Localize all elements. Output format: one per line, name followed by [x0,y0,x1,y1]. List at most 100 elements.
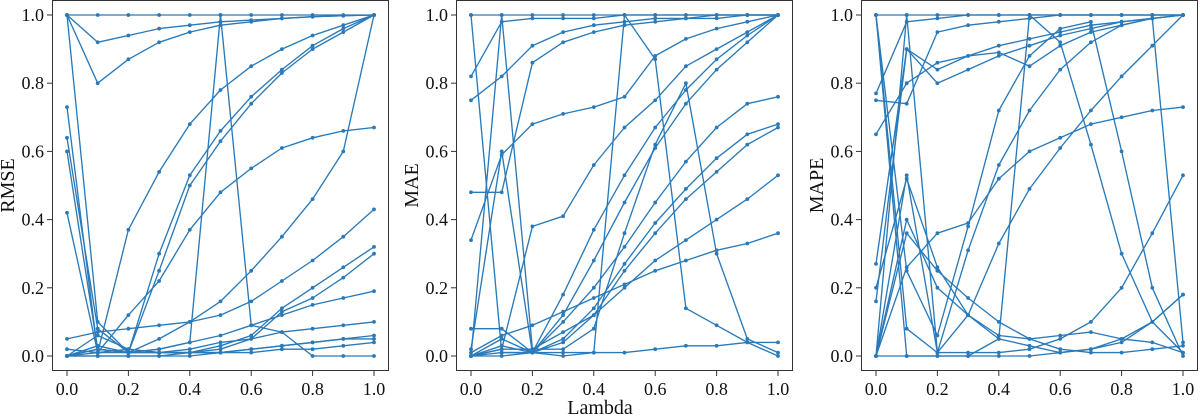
data-point [280,347,284,352]
data-point [561,340,565,345]
series-line [875,106,1184,357]
data-point [469,238,473,243]
data-point [187,340,192,345]
data-point [280,234,284,239]
data-point [714,217,719,222]
panel-mape: MAPE 0.0 0.2 0.4 0.6 0.8 1.0 0.0 0.2 0.4 0.6 0.8 1.0 [806,0,1198,399]
data-point [966,313,970,317]
data-point [996,163,1001,167]
data-point [218,299,223,304]
y-tick-label: 0.6 [22,141,45,161]
data-point [187,30,192,34]
data-point [776,13,780,17]
data-point [714,156,719,161]
data-point [249,299,254,304]
data-point [372,245,376,249]
data-point [530,122,535,126]
x-tick-label: 0.8 [1110,379,1133,399]
data-point [745,132,750,137]
data-point [745,33,750,38]
data-point [372,333,376,338]
data-point [1027,343,1032,348]
data-point [1119,13,1124,17]
plot-frame [861,0,1198,371]
data-point [653,221,658,225]
y-tick-label: 1.0 [426,5,449,25]
data-point [469,74,473,79]
data-point [126,326,131,331]
data-point [157,268,162,273]
data-point [280,330,284,334]
data-point [1150,231,1155,236]
data-point [935,16,940,21]
data-point [341,23,346,28]
data-point [95,320,100,324]
data-point [310,197,315,202]
data-point [996,350,1001,355]
series-line [470,96,779,357]
data-point [935,231,940,236]
data-point [157,170,162,174]
data-point [372,13,376,17]
data-point [745,340,750,345]
data-point [280,313,284,317]
data-point [341,149,346,154]
data-point [341,323,346,328]
data-point [714,57,719,62]
data-point [530,16,535,21]
data-point [187,347,192,352]
data-point [1119,115,1124,120]
data-point [684,81,688,86]
y-tick-label: 0.0 [831,346,854,366]
data-point [310,354,315,358]
data-point [157,347,162,352]
data-point [1089,40,1093,45]
data-point [157,13,162,17]
data-point [341,30,346,34]
data-point [714,323,719,328]
data-point [622,282,627,287]
data-point [1089,347,1093,352]
data-point [65,354,69,358]
data-point [591,105,596,109]
data-point [126,57,131,62]
data-point [95,40,100,45]
data-point [935,350,940,355]
data-point [561,16,565,21]
data-point [966,13,970,17]
data-point [499,13,504,17]
data-point [1027,64,1032,69]
plot-frame [456,0,793,371]
data-point [561,313,565,317]
data-point [249,350,254,355]
data-point [126,33,131,38]
y-axis-label: MAPE [806,158,828,214]
data-point [591,227,596,232]
data-point [218,347,223,352]
data-point [310,285,315,290]
data-point [372,354,376,358]
data-point [966,248,970,253]
data-point [157,251,162,256]
data-point [65,149,69,154]
data-point [745,142,750,147]
data-point [218,190,223,195]
data-point [966,296,970,300]
data-point [218,343,223,348]
data-point [714,125,719,130]
data-point [653,142,658,147]
data-point [1150,13,1155,17]
data-point [469,13,473,17]
data-point [310,47,315,51]
data-point [310,326,315,331]
data-point [1119,285,1124,290]
data-point [1058,347,1063,352]
data-point [249,101,254,106]
y-tick-label: 0.8 [426,73,449,93]
data-point [530,350,535,355]
data-point [1119,74,1124,79]
data-point [714,16,719,21]
data-point [653,19,658,24]
data-point [310,303,315,307]
data-point [653,13,658,17]
